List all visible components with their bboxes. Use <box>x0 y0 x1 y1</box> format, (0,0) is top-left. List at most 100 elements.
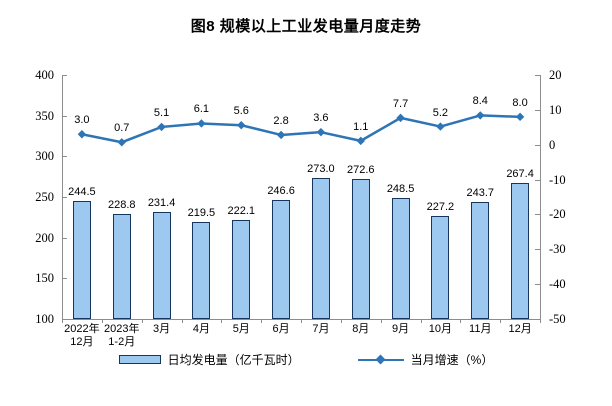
right-axis-tick <box>535 284 540 286</box>
right-axis-tick <box>535 109 540 111</box>
right-axis-tick-label: 0 <box>549 137 556 152</box>
bar <box>511 182 530 319</box>
left-axis-tick-label: 150 <box>35 271 54 286</box>
x-axis-tick <box>460 319 462 323</box>
line-value-label: 3.0 <box>74 114 90 127</box>
line-value-label: 5.1 <box>153 106 170 119</box>
left-axis-tick-label: 300 <box>35 149 54 164</box>
bar <box>152 212 171 319</box>
legend-bar-label: 日均发电量（亿千瓦时） <box>167 353 300 367</box>
x-axis-tick <box>500 319 502 323</box>
left-axis-tick <box>62 75 67 76</box>
legend-line-marker-icon <box>375 354 386 365</box>
bar <box>471 202 490 319</box>
legend-item-line: 当月增速（%） <box>357 351 494 368</box>
x-axis-tick <box>141 319 143 323</box>
left-axis-tick <box>62 319 67 320</box>
right-axis-tick-label: -40 <box>549 277 566 292</box>
line-value-label: 3.6 <box>313 112 329 125</box>
bar <box>232 219 251 319</box>
bar-value-label: 228.8 <box>107 199 136 212</box>
x-axis-label: 2022年 12月 <box>64 323 100 348</box>
bar <box>431 215 450 319</box>
x-axis-label: 2023年 1-2月 <box>104 323 140 348</box>
x-axis-tick <box>380 319 382 323</box>
right-axis-line <box>540 75 541 319</box>
bar <box>112 214 131 319</box>
x-axis-tick <box>261 319 263 323</box>
left-axis-tick <box>62 197 67 198</box>
x-axis-tick <box>221 319 223 323</box>
bar-value-label: 243.7 <box>466 187 495 200</box>
bar-value-label: 219.5 <box>187 206 216 219</box>
left-axis-tick <box>62 156 67 158</box>
left-axis-tick <box>62 278 67 280</box>
legend-line-swatch-icon <box>357 354 404 365</box>
x-axis-tick <box>540 319 541 323</box>
x-axis-tick <box>420 319 422 323</box>
line-value-label: 2.8 <box>273 114 289 127</box>
right-axis-tick <box>535 75 540 76</box>
left-axis-tick-label: 200 <box>35 230 54 245</box>
bar-value-label: 227.2 <box>426 200 455 213</box>
left-axis-tick-label: 350 <box>35 108 54 123</box>
bar-value-label: 267.4 <box>506 167 534 180</box>
right-axis-tick-label: 20 <box>549 68 562 82</box>
line-value-label: 5.2 <box>432 106 449 119</box>
x-axis-tick <box>62 319 63 323</box>
bar-value-label: 222.1 <box>227 204 256 217</box>
bar-value-label: 246.6 <box>267 184 295 197</box>
bar <box>351 178 370 319</box>
x-axis-tick <box>301 319 302 323</box>
right-axis-tick-label: -10 <box>549 172 566 187</box>
x-axis-label: 10月 <box>428 323 453 335</box>
x-axis-label: 3月 <box>153 323 171 335</box>
bar-value-label: 272.6 <box>346 163 375 176</box>
left-axis-tick <box>62 115 67 117</box>
bar-value-label: 244.5 <box>68 186 96 199</box>
left-axis-tick-label: 400 <box>35 68 54 82</box>
legend-line-label: 当月增速（%） <box>410 353 494 367</box>
x-axis-label: 12月 <box>508 323 532 335</box>
x-axis-label: 11月 <box>469 323 492 335</box>
right-axis-tick-label: 10 <box>549 102 562 117</box>
left-axis-tick <box>62 237 67 239</box>
line-value-label: 8.0 <box>512 96 528 109</box>
left-axis-tick-label: 250 <box>35 190 54 204</box>
right-axis-tick <box>535 249 540 251</box>
bar <box>72 201 91 319</box>
right-axis-tick <box>535 144 540 146</box>
bar-value-label: 273.0 <box>307 163 335 176</box>
x-axis-label: 5月 <box>232 323 250 335</box>
x-axis-label: 8月 <box>352 323 370 335</box>
right-axis-tick <box>535 214 540 216</box>
left-axis-tick-label: 100 <box>35 312 54 326</box>
bar <box>391 198 410 319</box>
line-value-label: 6.1 <box>193 103 210 116</box>
x-axis-tick <box>340 319 342 323</box>
x-axis-label: 6月 <box>272 323 290 335</box>
right-axis-tick-label: -30 <box>549 242 566 257</box>
bar-value-label: 248.5 <box>386 183 415 196</box>
bar <box>192 221 211 319</box>
chart-title: 图8 规模以上工业发电量月度走势 <box>190 18 422 35</box>
x-axis-label: 7月 <box>312 323 330 335</box>
legend: 日均发电量（亿千瓦时） 当月增速（%） <box>0 351 612 368</box>
line-value-label: 7.7 <box>392 97 409 110</box>
right-axis-tick <box>535 179 540 181</box>
legend-item-bar: 日均发电量（亿千瓦时） <box>118 351 300 368</box>
line-value-label: 1.1 <box>353 120 369 133</box>
line-value-label: 8.4 <box>472 95 488 108</box>
x-axis-tick <box>181 319 183 323</box>
line-value-label: 0.7 <box>114 122 130 135</box>
bar-value-label: 231.4 <box>147 197 176 210</box>
x-axis-tick <box>101 319 103 323</box>
x-axis-label: 4月 <box>192 323 210 335</box>
line-value-label: 5.6 <box>233 105 249 118</box>
right-axis-tick <box>535 319 540 320</box>
legend-bar-swatch-icon <box>118 355 161 364</box>
bar <box>311 178 330 319</box>
right-axis-tick-label: -20 <box>549 207 566 222</box>
